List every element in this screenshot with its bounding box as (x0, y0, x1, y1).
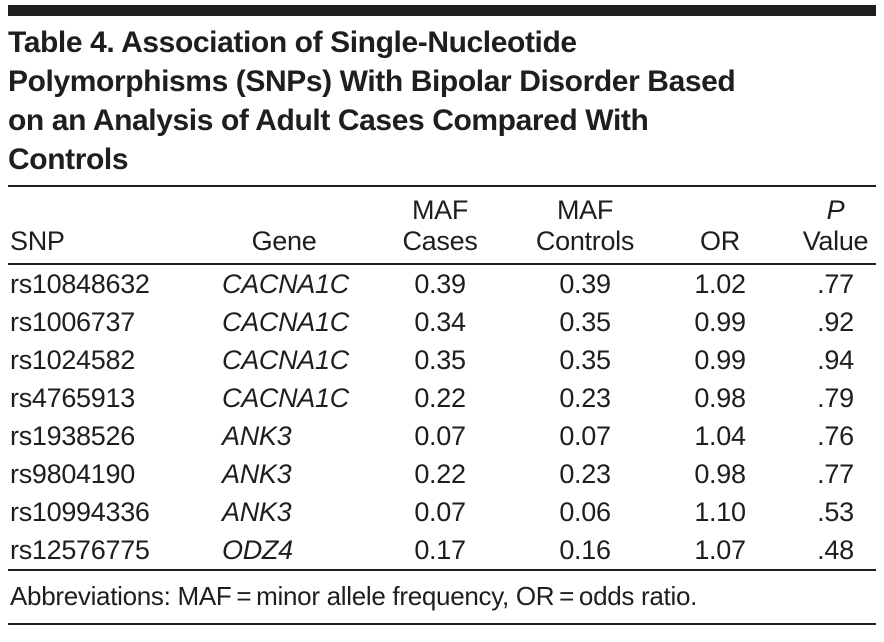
header-top-rule (8, 185, 876, 187)
table-title-line: Polymorphisms (SNPs) With Bipolar Disord… (8, 65, 736, 98)
top-thick-rule (8, 5, 876, 16)
table-row: rs10848632 CACNA1C 0.39 0.39 1.02 .77 (8, 264, 876, 303)
header-line2: Gene (251, 226, 317, 256)
table-title-line: on an Analysis of Adult Cases Compared W… (8, 104, 649, 137)
table-title: Table 4. Association of Single-Nucleotid… (8, 23, 876, 179)
or-cell: 1.04 (694, 420, 746, 451)
maf-controls-cell: 0.35 (559, 344, 611, 375)
gene-cell: CACNA1C (222, 268, 349, 299)
p-cell: .48 (817, 534, 854, 565)
gene-cell: CACNA1C (222, 382, 349, 413)
header-line2: OR (700, 226, 740, 256)
or-cell: 1.10 (694, 496, 746, 527)
header-line2: Cases (402, 226, 478, 256)
p-cell: .79 (817, 382, 854, 413)
p-cell: .76 (817, 420, 854, 451)
table-body: rs10848632 CACNA1C 0.39 0.39 1.02 .77 rs100673… (8, 264, 876, 569)
table-row: rs12576775 ODZ4 0.17 0.16 1.07 .48 (8, 531, 876, 569)
table-title-line: Controls (8, 143, 129, 176)
column-header-maf-controls: MAF Controls (525, 187, 645, 265)
table-header: SNP Gene MAF Cases MAF Controls (8, 187, 876, 265)
maf-controls-cell: 0.06 (559, 496, 611, 527)
maf-controls-cell: 0.35 (559, 306, 611, 337)
maf-controls-cell: 0.39 (559, 268, 611, 299)
table-row: rs1006737 CACNA1C 0.34 0.35 0.99 .92 (8, 303, 876, 341)
or-cell: 0.98 (694, 458, 746, 489)
p-cell: .94 (817, 344, 854, 375)
table-row: rs4765913 CACNA1C 0.22 0.23 0.98 .79 (8, 379, 876, 417)
p-cell: .53 (817, 496, 854, 527)
maf-controls-cell: 0.07 (559, 420, 611, 451)
paper-table-figure: Table 4. Association of Single-Nucleotid… (0, 5, 884, 642)
maf-controls-cell: 0.23 (559, 382, 611, 413)
table-row: rs10994336 ANK3 0.07 0.06 1.10 .53 (8, 493, 876, 531)
or-cell: 0.99 (694, 306, 746, 337)
p-cell: .92 (817, 306, 854, 337)
column-header-or: OR (645, 187, 795, 265)
column-header-snp: SNP (8, 187, 213, 265)
snp-cell: rs1938526 (10, 420, 135, 451)
gene-cell: CACNA1C (222, 344, 349, 375)
column-header-gene: Gene (213, 187, 355, 265)
header-line1: P (826, 195, 845, 225)
table-row: rs9804190 ANK3 0.22 0.23 0.98 .77 (8, 455, 876, 493)
table-title-line: Table 4. Association of Single-Nucleotid… (8, 26, 577, 59)
header-line1: MAF (556, 195, 614, 225)
maf-cases-cell: 0.35 (414, 344, 466, 375)
maf-cases-cell: 0.34 (414, 306, 466, 337)
snp-cell: rs10994336 (10, 496, 150, 527)
column-header-p-value: P Value (795, 187, 876, 265)
footnote: Abbreviations: MAF = minor allele freque… (8, 571, 876, 625)
or-cell: 0.98 (694, 382, 746, 413)
snp-cell: rs10848632 (10, 268, 150, 299)
header-line2: Controls (535, 226, 635, 256)
snp-cell: rs12576775 (10, 534, 150, 565)
or-cell: 1.07 (694, 534, 746, 565)
snp-cell: rs1006737 (10, 306, 135, 337)
header-row: SNP Gene MAF Cases MAF Controls (8, 187, 876, 265)
maf-cases-cell: 0.39 (414, 268, 466, 299)
gene-cell: ODZ4 (222, 534, 293, 565)
maf-cases-cell: 0.22 (414, 382, 466, 413)
gene-cell: ANK3 (222, 496, 292, 527)
or-cell: 0.99 (694, 344, 746, 375)
maf-cases-cell: 0.22 (414, 458, 466, 489)
maf-controls-cell: 0.16 (559, 534, 611, 565)
table-bottom-rule (8, 569, 876, 571)
table-row: rs1938526 ANK3 0.07 0.07 1.04 .76 (8, 417, 876, 455)
maf-cases-cell: 0.07 (414, 496, 466, 527)
header-line1: MAF (411, 195, 469, 225)
header-line2: SNP (10, 226, 65, 256)
gene-cell: ANK3 (222, 420, 292, 451)
maf-cases-cell: 0.07 (414, 420, 466, 451)
gene-cell: ANK3 (222, 458, 292, 489)
maf-controls-cell: 0.23 (559, 458, 611, 489)
maf-cases-cell: 0.17 (414, 534, 466, 565)
snp-association-table: SNP Gene MAF Cases MAF Controls (8, 187, 876, 569)
snp-cell: rs9804190 (10, 458, 135, 489)
snp-cell: rs4765913 (10, 382, 135, 413)
p-cell: .77 (817, 458, 854, 489)
snp-cell: rs1024582 (10, 344, 135, 375)
gene-cell: CACNA1C (222, 306, 349, 337)
table-row: rs1024582 CACNA1C 0.35 0.35 0.99 .94 (8, 341, 876, 379)
header-line2: Value (802, 226, 869, 256)
column-header-maf-cases: MAF Cases (355, 187, 525, 265)
p-cell: .77 (817, 268, 854, 299)
or-cell: 1.02 (694, 268, 746, 299)
